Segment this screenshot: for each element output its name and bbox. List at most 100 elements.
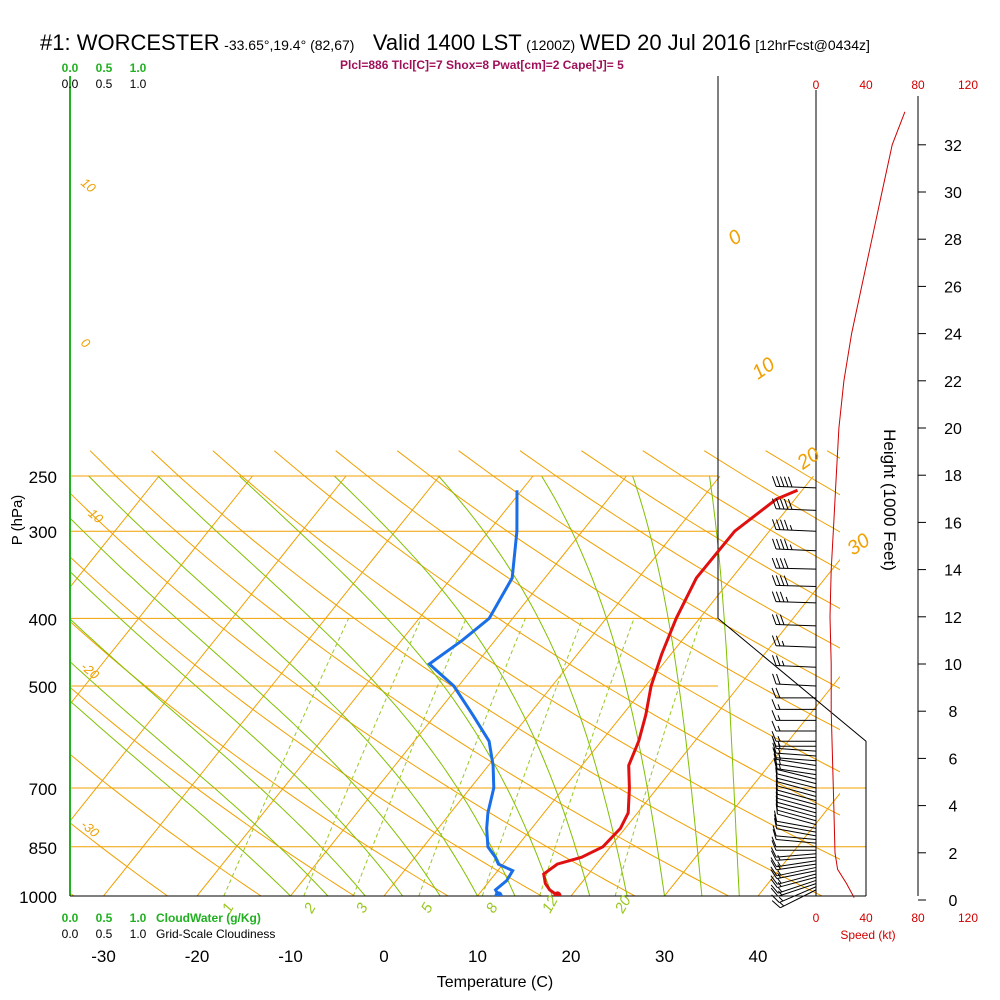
wind-barb bbox=[772, 825, 817, 841]
wind-barb-flag bbox=[777, 748, 781, 754]
height-tick-label: 4 bbox=[949, 799, 958, 816]
speed-tick-top: 120 bbox=[958, 78, 978, 92]
wind-barb-flag bbox=[771, 836, 777, 847]
plot-right-slope bbox=[717, 618, 867, 896]
adiabat-label: -20 bbox=[78, 659, 103, 683]
wind-barb-flag bbox=[775, 614, 781, 625]
wind-barb-flag bbox=[771, 614, 777, 625]
wind-barb-flag bbox=[777, 890, 783, 896]
wind-speed-line bbox=[829, 111, 906, 898]
height-tick-label: 2 bbox=[949, 846, 958, 863]
dry-adiabat bbox=[458, 450, 840, 689]
wind-barb-flag bbox=[777, 854, 781, 861]
wind-barb bbox=[770, 857, 817, 868]
dry-adiabat bbox=[70, 492, 637, 896]
wind-barb-flag bbox=[770, 869, 778, 879]
pressure-tick-label: 400 bbox=[29, 610, 57, 629]
wind-barb bbox=[771, 736, 816, 747]
isotherm bbox=[196, 475, 534, 896]
wind-barb bbox=[771, 720, 816, 732]
wind-barb-flag bbox=[775, 767, 778, 779]
wind-barb bbox=[771, 519, 817, 532]
wind-barb-shaft bbox=[777, 813, 817, 826]
wind-barb-flag bbox=[771, 635, 777, 646]
wind-barb-flag bbox=[780, 539, 785, 550]
wind-barb-shaft bbox=[777, 781, 817, 793]
wind-barb bbox=[771, 614, 817, 627]
wind-barb-flag bbox=[770, 866, 778, 877]
mixing-ratio-label: 12 bbox=[539, 892, 562, 916]
wind-barb bbox=[774, 814, 817, 833]
dry-adiabat bbox=[581, 450, 840, 610]
cloud-water-tick: 0.5 bbox=[96, 61, 113, 75]
wind-barb-flag bbox=[771, 557, 777, 569]
wind-barb-shaft bbox=[776, 752, 817, 757]
wind-barb-flag bbox=[776, 538, 781, 550]
wind-barb-shaft bbox=[777, 879, 817, 894]
wind-barb-shaft bbox=[777, 873, 817, 885]
chart-title: #1: WORCESTER -33.65°,19.4° (82,67) Vali… bbox=[40, 30, 870, 56]
wind-barb-flag bbox=[779, 614, 785, 625]
speed-tick-top: 40 bbox=[859, 78, 873, 92]
cloud-water-tick: 1.0 bbox=[130, 911, 147, 925]
wind-barb-flag bbox=[777, 870, 782, 876]
wind-barb-shaft bbox=[776, 863, 817, 871]
wind-barb bbox=[771, 498, 817, 511]
wind-barb-flag bbox=[776, 673, 781, 685]
adiabat-label: 0 bbox=[78, 335, 94, 352]
wind-barb-shaft bbox=[776, 683, 817, 687]
cloudiness-label: Grid-Scale Cloudiness bbox=[156, 927, 275, 941]
height-tick-label: 10 bbox=[944, 657, 962, 674]
wind-barb-flag bbox=[770, 875, 778, 885]
wind-barb bbox=[771, 699, 816, 710]
wind-barb-flag bbox=[771, 699, 777, 710]
wind-barb-flag bbox=[771, 710, 777, 721]
x-axis-title: Temperature (C) bbox=[437, 974, 553, 991]
speed-tick-bottom: 0 bbox=[813, 911, 820, 925]
wind-barb-shaft bbox=[776, 747, 817, 752]
wind-barb-flag bbox=[779, 575, 785, 586]
adiabat-label: -30 bbox=[78, 817, 103, 841]
surface-temperature-dot bbox=[553, 891, 562, 896]
wind-barb-shaft bbox=[777, 883, 817, 897]
wind-barb-flag bbox=[789, 544, 793, 550]
wind-barb-flag bbox=[775, 498, 781, 510]
wind-barb-flag bbox=[777, 887, 783, 893]
wind-barb-shaft bbox=[776, 835, 817, 841]
wind-barb bbox=[771, 687, 816, 699]
wind-barb-flag bbox=[783, 498, 789, 510]
wind-barb-flag bbox=[770, 857, 777, 868]
wind-barb-shaft bbox=[776, 768, 817, 776]
wind-barb-flag bbox=[771, 736, 777, 747]
wind-barb-flag bbox=[771, 591, 777, 602]
height-tick-label: 14 bbox=[944, 563, 962, 580]
cloud-water-tick: 0.0 bbox=[62, 61, 79, 75]
wind-barb-shaft bbox=[777, 768, 817, 780]
dry-adiabat bbox=[826, 450, 840, 459]
wind-barb-flag bbox=[775, 519, 781, 530]
height-tick-label: 0 bbox=[949, 893, 958, 910]
wind-barb-flag bbox=[783, 476, 789, 487]
isotherm bbox=[477, 475, 814, 896]
wind-barb bbox=[771, 591, 817, 604]
height-tick-label: 6 bbox=[949, 751, 958, 768]
wind-barb-flag bbox=[771, 687, 777, 699]
pressure-tick-label: 300 bbox=[29, 523, 57, 542]
temperature-tick-label: -20 bbox=[185, 947, 210, 966]
wind-barb-shaft bbox=[776, 665, 817, 668]
wind-barb-flag bbox=[783, 558, 789, 569]
wind-barb-flag bbox=[783, 575, 789, 586]
surface-dewpoint-dot bbox=[494, 891, 503, 896]
wind-barb-flag bbox=[770, 850, 777, 861]
dry-adiabat bbox=[273, 450, 840, 816]
wind-barb-flag bbox=[774, 810, 778, 822]
wind-barb-flag bbox=[772, 742, 777, 754]
temperature-tick-label: 30 bbox=[655, 947, 674, 966]
wind-barb-shaft bbox=[776, 485, 817, 489]
zulu-time: (1200Z) bbox=[526, 37, 576, 53]
wind-barb-shaft bbox=[776, 601, 817, 604]
wind-barb-flag bbox=[770, 860, 777, 870]
cloudiness-tick: 0.5 bbox=[96, 927, 113, 941]
wind-barb bbox=[774, 810, 817, 829]
moist-adiabat bbox=[70, 517, 441, 896]
